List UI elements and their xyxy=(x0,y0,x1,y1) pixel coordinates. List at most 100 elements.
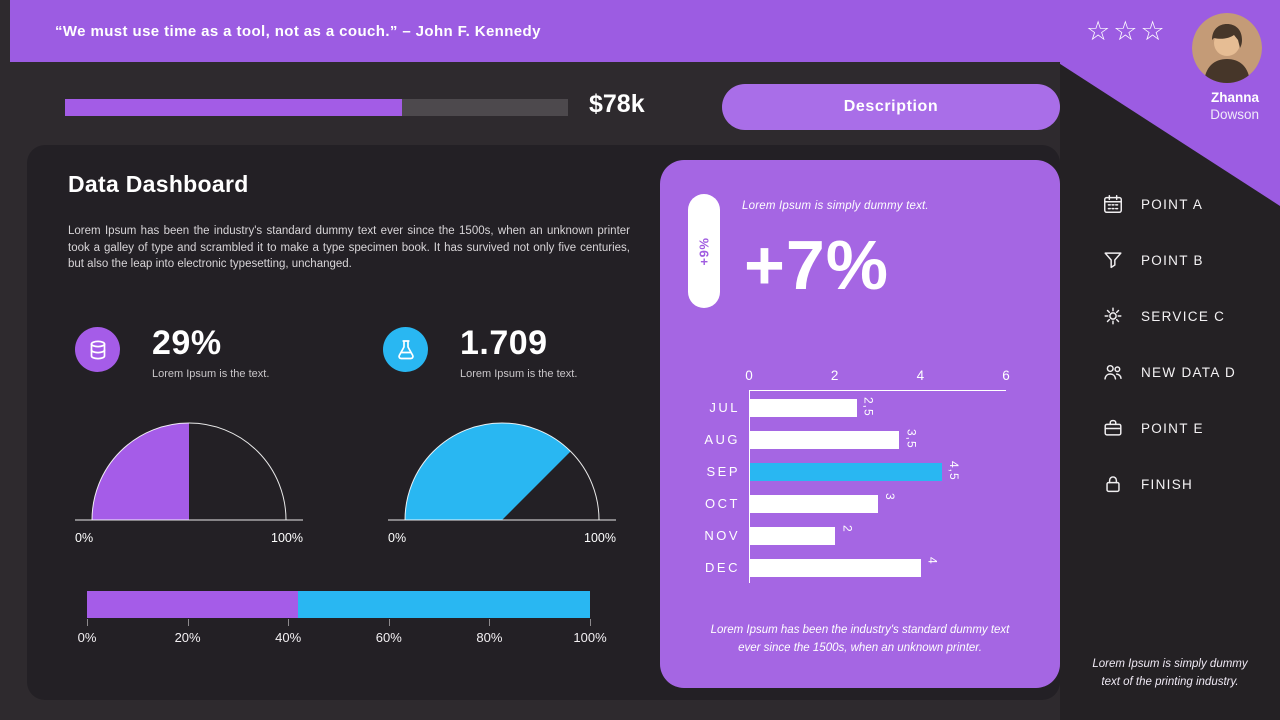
sidebar-item-label: FINISH xyxy=(1141,476,1194,492)
badge-label: +9% xyxy=(696,237,712,265)
bar xyxy=(750,527,836,545)
category-label: JUL xyxy=(709,400,740,415)
bar-value-label: 3 xyxy=(883,493,897,501)
bar xyxy=(750,431,900,449)
dashboard-description: Lorem Ipsum has been the industry's stan… xyxy=(68,225,630,271)
category-label: AUG xyxy=(704,432,740,447)
category-label: DEC xyxy=(705,560,740,575)
axis-tick-label: 80% xyxy=(476,630,503,645)
stacked-bar-segment xyxy=(298,591,590,618)
quote-text: “We must use time as a tool, not as a co… xyxy=(55,22,541,40)
star-icon[interactable]: ☆ xyxy=(1113,16,1138,46)
bar-value-label: 4 xyxy=(925,557,940,565)
sidebar-item-label: POINT E xyxy=(1141,420,1204,436)
bar xyxy=(750,495,878,513)
stat-value: 29% xyxy=(152,324,222,362)
stacked-bar-chart: 0% 20% 40% 60% 80% 100% xyxy=(78,591,607,648)
gauge-max-label: 100% xyxy=(271,531,303,545)
sidebar-item-point-b[interactable]: POINT B xyxy=(1060,232,1280,288)
progress-fill xyxy=(65,99,402,116)
calendar-icon xyxy=(1102,193,1124,215)
axis-tick-label: 6 xyxy=(1002,368,1010,383)
bar-row: DEC 4 xyxy=(705,551,1006,583)
x-axis: 0 2 4 6 xyxy=(745,368,1010,390)
bar-value-label: 2 xyxy=(840,525,855,533)
lock-icon xyxy=(1102,473,1124,495)
axis-tick-label: 40% xyxy=(275,630,302,645)
avatar-image xyxy=(1192,13,1262,83)
category-label: SEP xyxy=(706,464,740,479)
sidebar-item-new-data-d[interactable]: NEW DATA D xyxy=(1060,344,1280,400)
sidebar-item-finish[interactable]: FINISH xyxy=(1060,456,1280,512)
stat-caption: Lorem Ipsum is the text. xyxy=(152,368,270,380)
chart-plot-area: JUL 2,5 AUG 3,5 SEP 4,5 xyxy=(704,390,1006,583)
axis-tick-label: 0% xyxy=(77,630,97,645)
panel-subtitle: Lorem Ipsum is simply dummy text. xyxy=(742,200,929,212)
category-label: NOV xyxy=(704,528,740,543)
avatar[interactable] xyxy=(1192,13,1262,83)
bar-row: JUL 2,5 xyxy=(709,391,1006,423)
page-title: Data Dashboard xyxy=(68,171,249,197)
star-icon[interactable]: ☆ xyxy=(1086,16,1111,46)
profile-last-name: Dowson xyxy=(1210,106,1259,122)
bar-row: OCT 3 xyxy=(705,487,1006,519)
bar xyxy=(750,399,857,417)
stacked-bar-segment xyxy=(87,591,299,618)
dashboard-card: Data Dashboard Lorem Ipsum has been the … xyxy=(27,145,1060,700)
bar-row: SEP 4,5 xyxy=(706,455,1006,487)
gauge-min-label: 0% xyxy=(388,531,407,545)
filter-icon xyxy=(1102,249,1124,271)
amount-label: $78k xyxy=(589,90,645,118)
panel-footer-text: Lorem Ipsum has been the industry's stan… xyxy=(710,624,1010,654)
bar-value-label: 2,5 xyxy=(861,397,876,417)
gear-icon xyxy=(1102,305,1124,327)
sidebar-item-service-c[interactable]: SERVICE C xyxy=(1060,288,1280,344)
axis-tick-label: 2 xyxy=(830,368,839,383)
sidebar: ☆ ☆ ☆ Zhanna Dowson POINT A POINT B SERVICE … xyxy=(1060,0,1280,720)
sidebar-item-label: NEW DATA D xyxy=(1141,364,1237,380)
bar xyxy=(750,559,921,577)
bar-row: NOV 2 xyxy=(704,519,1006,551)
database-icon xyxy=(75,327,120,372)
description-button[interactable]: Description xyxy=(722,84,1060,130)
axis-tick-label: 0 xyxy=(745,368,753,383)
axis-tick-label: 100% xyxy=(573,630,607,645)
gauge-max-label: 100% xyxy=(584,531,616,545)
axis-tick-label: 60% xyxy=(375,630,402,645)
panel-headline: +7% xyxy=(744,226,890,304)
progress-bar xyxy=(65,99,568,116)
header-bar: “We must use time as a tool, not as a co… xyxy=(10,0,1060,62)
users-icon xyxy=(1102,361,1124,383)
profile-name: Zhanna Dowson xyxy=(1210,90,1259,124)
star-icon[interactable]: ☆ xyxy=(1140,16,1165,46)
bar-row: AUG 3,5 xyxy=(704,423,1006,455)
sidebar-item-point-a[interactable]: POINT A xyxy=(1060,176,1280,232)
category-label: OCT xyxy=(705,496,740,511)
sidebar-item-label: POINT B xyxy=(1141,252,1204,268)
bar-value-label: 4,5 xyxy=(947,461,961,481)
sidebar-menu: POINT A POINT B SERVICE C NEW DATA D POINT E… xyxy=(1060,176,1280,512)
gauge-chart-cyan: 0% 100% xyxy=(388,420,616,545)
axis-tick-label: 4 xyxy=(916,368,925,383)
sidebar-footer-text: Lorem Ipsum is simply dummy text of the … xyxy=(1092,658,1248,689)
monthly-bar-chart: 0 2 4 6 JUL 2,5 AUG 3,5 SEP 4,5 xyxy=(704,368,1010,583)
promo-panel: +9% Lorem Ipsum is simply dummy text. +7… xyxy=(660,160,1060,688)
rating-stars: ☆ ☆ ☆ xyxy=(1086,18,1165,45)
stat-block-count: 1.709 Lorem Ipsum is the text. xyxy=(383,321,683,380)
gauge-min-label: 0% xyxy=(75,531,94,545)
briefcase-icon xyxy=(1102,417,1124,439)
stat-block-percent: 29% Lorem Ipsum is the text. xyxy=(75,321,375,380)
sidebar-item-point-e[interactable]: POINT E xyxy=(1060,400,1280,456)
stat-caption: Lorem Ipsum is the text. xyxy=(460,368,578,380)
axis-tick-label: 20% xyxy=(174,630,201,645)
sidebar-item-label: SERVICE C xyxy=(1141,308,1226,324)
badge-pill: +9% xyxy=(688,194,720,308)
profile-first-name: Zhanna xyxy=(1210,90,1259,105)
flask-icon xyxy=(383,327,428,372)
bar xyxy=(750,463,942,481)
sidebar-item-label: POINT A xyxy=(1141,196,1204,212)
stat-value: 1.709 xyxy=(460,324,548,362)
bar-value-label: 3,5 xyxy=(904,429,919,449)
gauge-chart-purple: 0% 100% xyxy=(75,420,303,545)
